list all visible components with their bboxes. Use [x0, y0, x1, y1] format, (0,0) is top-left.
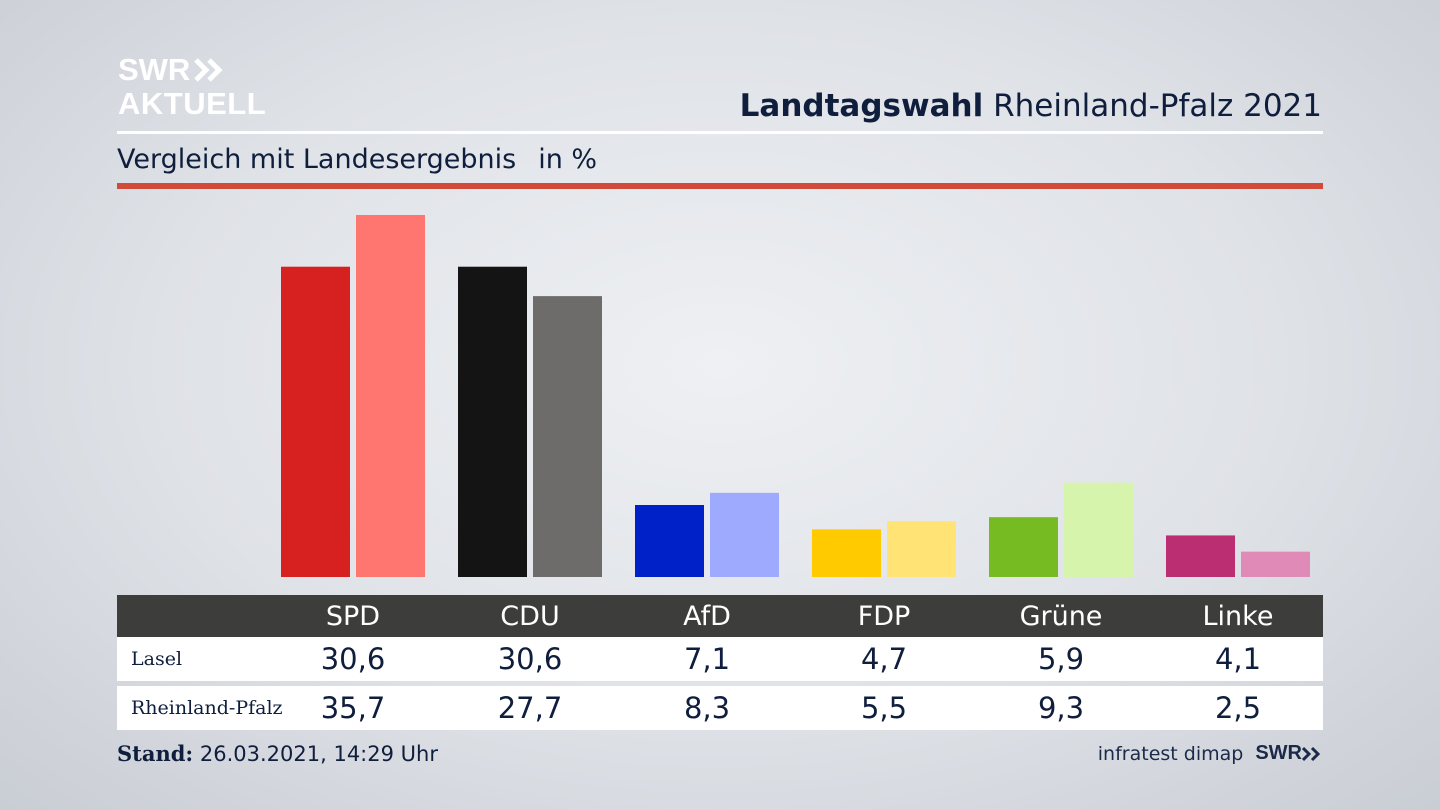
bar-chart	[281, 215, 1310, 577]
swr-aktuell-logo: SWR AKTUELL	[118, 54, 266, 119]
bar-fdp-rlp	[887, 521, 956, 577]
bar-cdu-lasel	[458, 266, 527, 577]
column-header: FDP	[857, 600, 911, 632]
row-label: Rheinland-Pfalz	[131, 697, 283, 719]
bar-afd-rlp	[710, 492, 779, 577]
bar-fdp-lasel	[812, 529, 881, 577]
table-cell: 2,5	[1214, 691, 1262, 725]
page-title: Landtagswahl Rheinland-Pfalz 2021	[740, 88, 1322, 124]
column-header: AfD	[683, 600, 731, 632]
bar-afd-lasel	[635, 505, 704, 577]
column-header: CDU	[500, 600, 560, 632]
table-cell: 8,3	[683, 691, 731, 725]
results-table: SPD CDU AfD FDP Grüne Linke Lasel 30,6 30,6 7,1…	[117, 595, 1323, 730]
unit-label: in %	[538, 144, 598, 175]
title-rest: Rheinland-Pfalz 2021	[993, 88, 1322, 124]
column-header: Linke	[1202, 600, 1274, 632]
bar-cdu-rlp	[533, 296, 602, 577]
subtitle-text: Vergleich mit Landesergebnis	[117, 144, 517, 175]
title-divider	[117, 131, 1323, 134]
table-cell: 4,7	[860, 642, 908, 676]
column-header: Grüne	[1019, 600, 1103, 632]
bar-linke-lasel	[1166, 535, 1235, 577]
double-chevron-icon	[194, 57, 223, 82]
logo-line2: AKTUELL	[118, 86, 267, 121]
table-cell: 30,6	[320, 642, 386, 676]
table-cell: 5,5	[860, 691, 908, 725]
table-cell: 27,7	[497, 691, 563, 725]
chart-subtitle: Vergleich mit Landesergebnis in %	[117, 144, 597, 175]
column-header: SPD	[325, 600, 381, 632]
bar-linke-rlp	[1241, 551, 1310, 577]
subtitle-divider	[117, 183, 1323, 189]
table-cell: 35,7	[320, 691, 386, 725]
bar-grne-rlp	[1064, 482, 1133, 577]
bar-spd-rlp	[356, 215, 425, 577]
table-row-rheinland-pfalz: Rheinland-Pfalz 35,7 27,7 8,3 5,5 9,3 2,5	[117, 686, 1323, 730]
double-chevron-icon	[1302, 746, 1321, 761]
table-cell: 9,3	[1037, 691, 1085, 725]
swr-brand: SWR	[1255, 742, 1322, 765]
table-cell: 5,9	[1037, 642, 1085, 676]
bar-grne-lasel	[989, 517, 1058, 577]
stand-value: 26.03.2021, 14:29 Uhr	[199, 742, 438, 766]
timestamp: Stand: 26.03.2021, 14:29 Uhr	[117, 741, 438, 766]
stand-label: Stand:	[117, 741, 194, 766]
row-label: Lasel	[131, 648, 183, 670]
logo-line1: SWR	[118, 52, 191, 87]
swr-brand-text: SWR	[1255, 742, 1302, 764]
table-cell: 4,1	[1214, 642, 1262, 676]
title-bold: Landtagswahl	[739, 88, 984, 124]
source-credit: infratest dimap SWR	[1098, 742, 1322, 765]
source-text: infratest dimap	[1097, 742, 1244, 765]
table-cell: 7,1	[683, 642, 731, 676]
table-header: SPD CDU AfD FDP Grüne Linke	[117, 595, 1323, 637]
bar-spd-lasel	[281, 266, 350, 577]
table-cell: 30,6	[497, 642, 563, 676]
table-row-lasel: Lasel 30,6 30,6 7,1 4,7 5,9 4,1	[117, 637, 1323, 681]
